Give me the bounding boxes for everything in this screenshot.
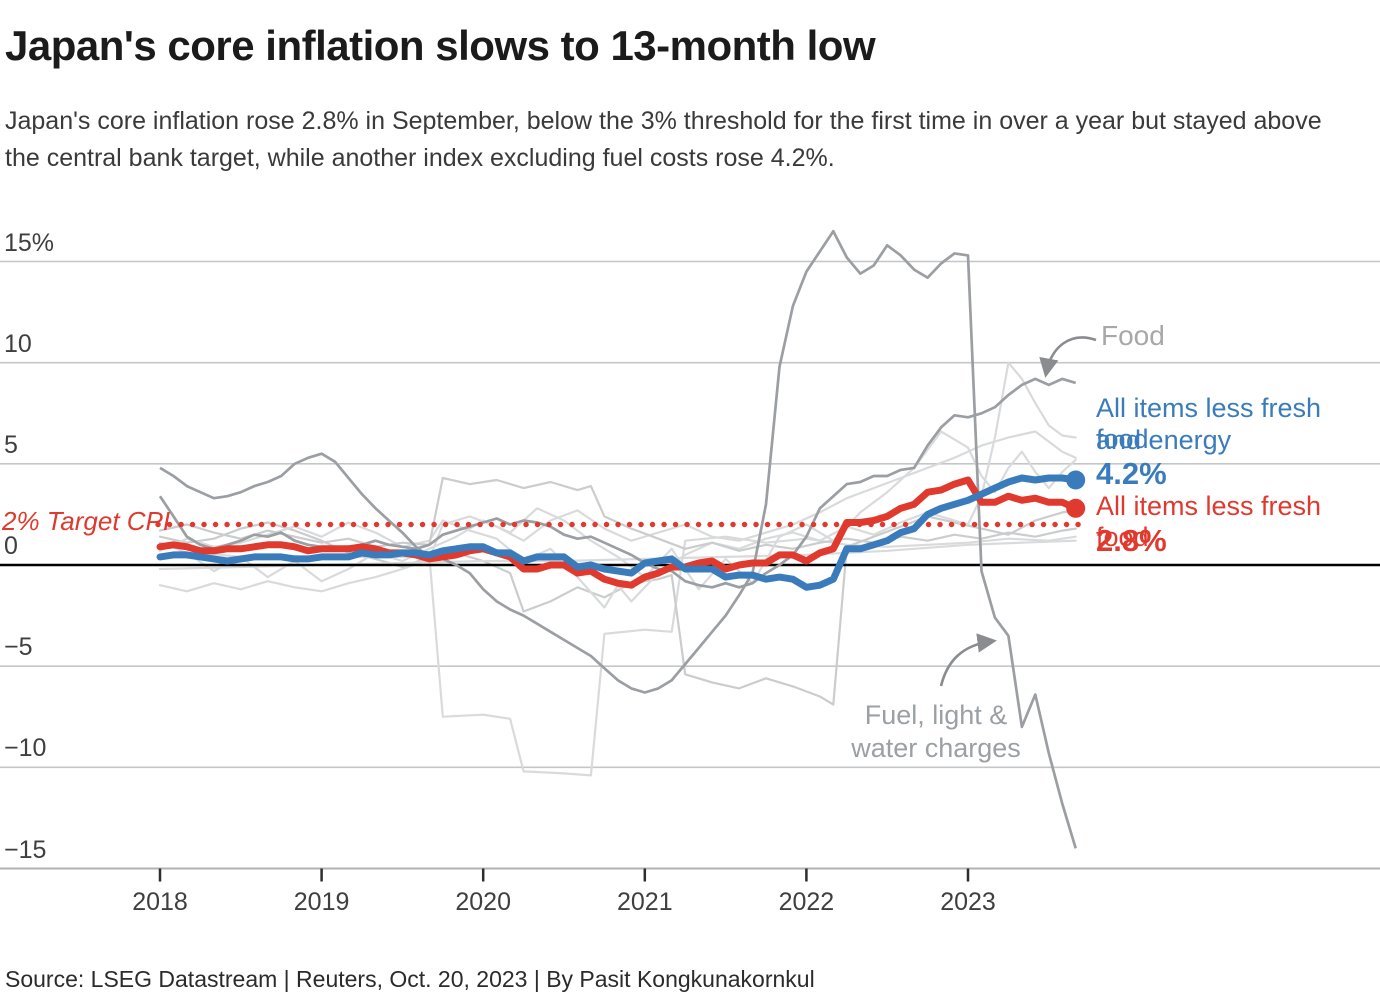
x-axis-label: 2021: [616, 888, 673, 916]
core-value: 2.8%: [1096, 523, 1167, 558]
food-arrow: [1039, 336, 1097, 378]
series-line-food: [158, 377, 1077, 589]
source-credit-line: Source: LSEG Datastream | Reuters, Oct. …: [5, 966, 815, 992]
series-line-all-items-less-fresh-food-and-energy: [156, 474, 1080, 591]
x-axis-label: 2018: [132, 888, 188, 916]
target-cpi-annotation: 2% Target CPI: [2, 506, 171, 536]
y-axis-label: 15%: [4, 228, 55, 257]
page-title: Japan's core inflation slows to 13-month…: [5, 22, 876, 69]
core-core-label-line1: All items less fresh food: [1096, 393, 1322, 454]
x-axis-label: 2019: [293, 888, 350, 916]
series-line-unlabeled: [158, 430, 1077, 593]
chart-subtitle: Japan's core inflation rose 2.8% in Sept…: [5, 107, 1322, 172]
y-axis-label: −15: [4, 835, 47, 864]
x-axis-label: 2022: [778, 888, 835, 916]
y-axis-label: 5: [4, 430, 18, 459]
fuel-label-line2: water charges: [851, 733, 1021, 763]
series-line-unlabeled: [158, 509, 1077, 706]
fuel-arrow: [939, 633, 997, 687]
series-end-dot: [1066, 498, 1086, 518]
series-end-dot: [1066, 470, 1086, 490]
y-axis-label: −5: [4, 633, 33, 662]
food-series-annotation: Food: [1101, 320, 1165, 351]
x-axis-label: 2023: [940, 888, 996, 916]
series-line-all-items-less-fresh-food: [156, 476, 1080, 589]
y-axis-label: 10: [4, 329, 32, 358]
x-axis-label: 2020: [455, 888, 511, 916]
core-core-label-line2: and energy: [1096, 425, 1232, 455]
fuel-label-line1: Fuel, light &: [864, 700, 1008, 730]
core-label: All items less fresh food: [1096, 491, 1322, 552]
y-axis-label: 0: [4, 532, 18, 560]
series-line-unlabeled: [158, 476, 1077, 552]
fuel-series-annotation: Fuel, light & water charges: [840, 699, 1032, 765]
series-line-fuel-light-water-charges: [159, 229, 1077, 849]
y-axis-label: −10: [4, 734, 47, 763]
core-core-value: 4.2%: [1096, 456, 1167, 491]
